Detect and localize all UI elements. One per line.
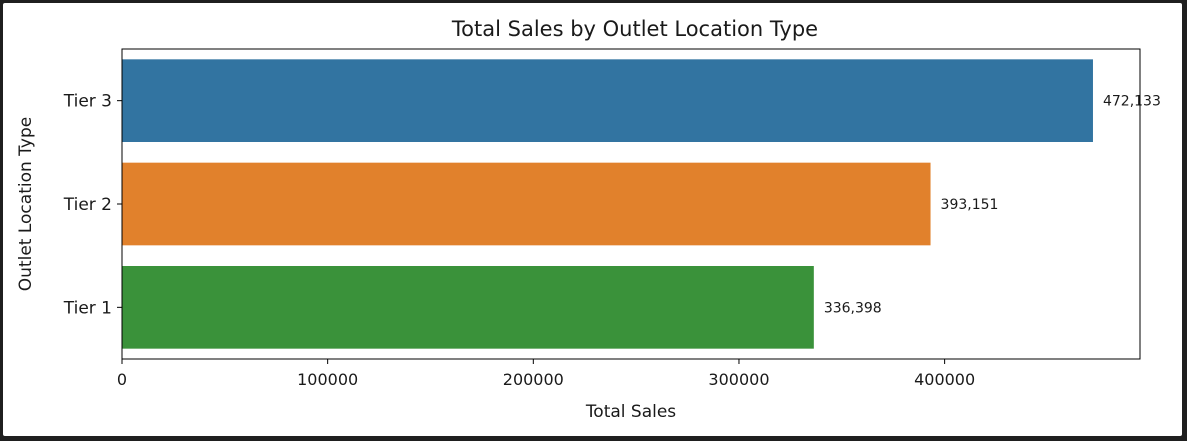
x-tick-label: 400000 <box>914 370 975 389</box>
x-tick-label: 100000 <box>297 370 358 389</box>
x-tick-label: 200000 <box>503 370 564 389</box>
bar-tier-1 <box>122 266 814 349</box>
data-label: 336,398 <box>824 300 882 316</box>
x-tick-label: 300000 <box>708 370 769 389</box>
data-label: 393,151 <box>941 197 999 213</box>
bar-chart: Total Sales by Outlet Location Type 472,… <box>16 17 1161 422</box>
bar-tier-2 <box>122 162 931 246</box>
bar-tier-3 <box>122 59 1093 143</box>
x-tick-label: 0 <box>117 370 127 389</box>
y-tick-label: Tier 3 <box>63 92 112 112</box>
chart-title: Total Sales by Outlet Location Type <box>451 17 818 41</box>
y-tick-label: Tier 2 <box>63 195 112 215</box>
data-label: 472,133 <box>1103 94 1161 110</box>
y-axis-label: Outlet Location Type <box>16 117 36 291</box>
x-axis-label: Total Sales <box>585 402 676 422</box>
chart-container: Total Sales by Outlet Location Type 472,… <box>3 3 1182 436</box>
y-tick-label: Tier 1 <box>63 298 112 318</box>
